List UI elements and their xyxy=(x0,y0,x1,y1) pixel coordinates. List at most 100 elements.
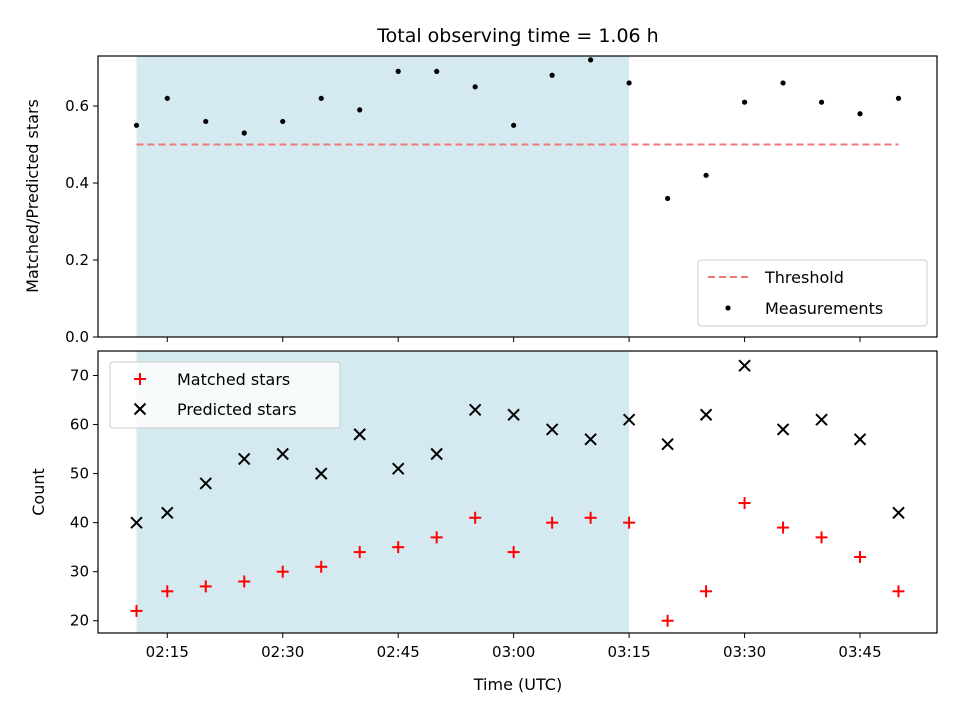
bottom-y-axis-ticks: 20 30 40 50 60 70 xyxy=(70,367,98,630)
measurement-point xyxy=(395,68,401,74)
legend-predicted-label: Predicted stars xyxy=(177,400,297,419)
matched-point xyxy=(623,516,636,529)
predicted-point xyxy=(545,423,559,436)
predicted-point xyxy=(130,516,143,529)
predicted-point xyxy=(315,467,328,480)
measurement-point xyxy=(203,118,209,125)
matched-point xyxy=(738,497,751,510)
legend-matched-marker xyxy=(134,373,146,385)
legend-threshold-label: Threshold xyxy=(764,268,844,287)
top-y-axis-ticks: 0.0 0.2 0.4 0.6 xyxy=(65,97,98,346)
y-tick-label: 30 xyxy=(70,563,89,581)
measurement-point xyxy=(664,195,671,202)
ratio-panel: 0.0 0.2 0.4 0.6 Matched/Predicted stars Thr… xyxy=(23,55,938,346)
predicted-point xyxy=(584,433,597,446)
y-tick-label: 40 xyxy=(70,514,89,532)
measurement-point xyxy=(280,118,286,125)
matched-point xyxy=(130,604,143,617)
matched-point xyxy=(353,546,366,559)
measurement-point xyxy=(895,95,902,101)
x-tick-label: 03:30 xyxy=(723,643,766,661)
count-marks xyxy=(130,359,905,627)
predicted-point xyxy=(661,437,674,451)
measurement-point xyxy=(818,99,825,105)
y-tick-label: 20 xyxy=(70,612,89,630)
bottom-axes-frame xyxy=(97,350,938,634)
y-tick-label: 60 xyxy=(70,416,89,434)
x-tick-label: 03:15 xyxy=(607,643,650,661)
top-observing-window-shade xyxy=(136,56,630,337)
measurement-point xyxy=(741,99,748,105)
bottom-x-axis-ticks: 02:15 02:30 02:45 03:00 03:15 03:30 03:45 xyxy=(146,633,882,661)
legend-measurements-label: Measurements xyxy=(765,299,883,318)
bottom-y-axis-label: Count xyxy=(29,468,48,516)
y-tick-label: 0.4 xyxy=(65,174,89,192)
predicted-point xyxy=(699,408,713,421)
predicted-point xyxy=(853,433,867,446)
predicted-point xyxy=(161,506,174,520)
matched-point xyxy=(777,521,790,534)
predicted-point xyxy=(738,359,751,372)
predicted-point xyxy=(468,403,482,417)
x-tick-label: 02:45 xyxy=(377,643,420,661)
y-tick-label: 70 xyxy=(70,367,89,385)
matched-point xyxy=(584,511,597,524)
y-tick-label: 0.2 xyxy=(65,251,89,269)
x-tick-label: 02:15 xyxy=(146,643,189,661)
y-tick-label: 0.0 xyxy=(65,328,89,346)
measurement-point xyxy=(133,122,140,128)
measurement-point xyxy=(549,72,555,78)
matched-point xyxy=(815,531,828,544)
ratio-marks xyxy=(133,57,902,202)
matched-point xyxy=(546,516,559,529)
matched-point xyxy=(315,560,328,573)
matched-point xyxy=(661,614,674,627)
matched-point xyxy=(854,550,867,563)
measurement-point xyxy=(318,95,324,101)
matched-point xyxy=(199,580,212,593)
legend-predicted-swatch xyxy=(133,402,147,416)
measurement-point xyxy=(472,84,478,90)
matched-point xyxy=(430,531,443,544)
x-tick-label: 03:45 xyxy=(838,643,881,661)
count-panel: 20 30 40 50 60 70 02:15 02:30 02:45 03:00 03:15 03… xyxy=(29,350,938,694)
x-tick-label: 03:00 xyxy=(492,643,535,661)
top-y-axis-label: Matched/Predicted stars xyxy=(23,99,42,293)
measurement-point xyxy=(780,80,786,86)
legend-matched-label: Matched stars xyxy=(177,370,290,389)
top-legend: Threshold Measurements xyxy=(697,259,928,327)
x-axis-label: Time (UTC) xyxy=(473,675,562,694)
top-x-axis-ticks xyxy=(166,337,861,342)
measurement-point xyxy=(857,111,863,117)
matched-point xyxy=(892,585,905,598)
matched-point xyxy=(392,541,405,554)
legend-measurements-swatch xyxy=(725,305,731,311)
matched-point xyxy=(276,565,289,578)
matched-point xyxy=(507,546,520,559)
y-tick-label: 0.6 xyxy=(65,97,89,115)
measurement-point xyxy=(164,95,170,101)
predicted-point xyxy=(276,447,289,461)
legend-matched-swatch xyxy=(134,373,146,385)
predicted-point xyxy=(507,408,520,421)
predicted-point xyxy=(892,506,905,520)
measurement-point xyxy=(588,57,594,63)
predicted-point xyxy=(238,452,251,466)
legend-predicted-marker xyxy=(133,402,147,416)
predicted-point xyxy=(391,462,405,475)
measurement-point xyxy=(357,107,363,113)
measurement-point xyxy=(511,122,517,128)
measurement-point xyxy=(241,130,247,136)
bottom-legend: Matched stars Predicted stars xyxy=(109,361,341,429)
x-tick-label: 02:30 xyxy=(261,643,304,661)
matched-point xyxy=(469,511,482,524)
predicted-point xyxy=(199,477,212,490)
predicted-point xyxy=(622,413,636,426)
predicted-point xyxy=(815,413,828,426)
measurement-point xyxy=(703,172,709,178)
matched-point xyxy=(700,585,713,598)
matched-point xyxy=(161,585,174,598)
predicted-point xyxy=(353,428,366,441)
top-legend-box xyxy=(697,259,928,327)
